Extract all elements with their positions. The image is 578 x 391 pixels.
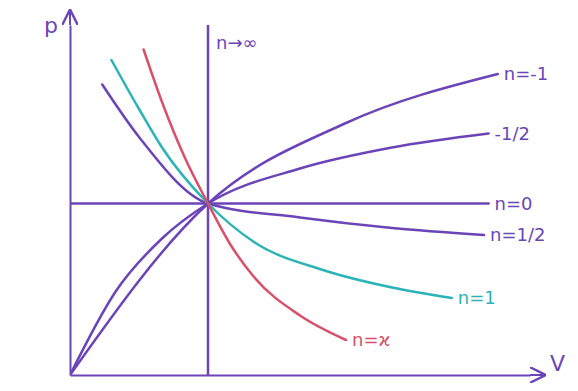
x-axis [71,375,531,376]
series-line [111,60,451,298]
axis-arrow [69,11,71,25]
plot-area [70,25,498,375]
series-label: n=0 [495,193,533,214]
series-labels: n→∞ n=-1 -1/2 n=0 n=1/2 n=1 n=ϰ [216,32,548,350]
series-line [70,202,489,205]
x-axis-title: V [550,351,565,376]
chart: Vp n→∞ n=-1 -1/2 n=0 n=1/2 n=1 n=ϰ [0,0,578,391]
series-label: -1/2 [495,123,530,144]
series-label: n→∞ [216,32,257,53]
series-label: n=ϰ [352,329,390,350]
axis-line [70,26,72,376]
series-label: n=1 [458,287,496,308]
series-label: n=-1 [504,63,548,84]
series-label: n=1/2 [490,224,545,245]
axis-arrow [530,374,544,376]
series-line [70,74,498,375]
y-axis-title: p [44,13,58,38]
series-line [102,85,484,236]
y-axis [70,26,71,376]
axis-line [71,375,531,377]
series-line [144,50,346,341]
